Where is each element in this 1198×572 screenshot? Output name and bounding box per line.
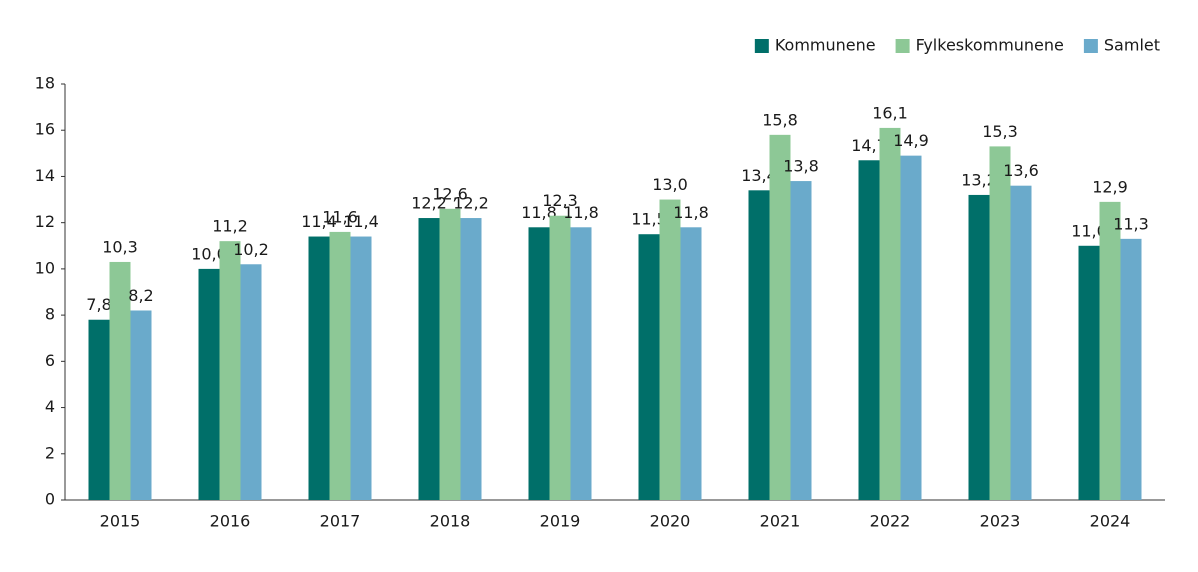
value-label: 13,0 [652,175,688,194]
bar [858,160,880,500]
bar [439,208,461,501]
value-label: 11,8 [521,203,557,222]
bar [769,134,791,500]
value-label: 11,8 [673,203,709,222]
value-label: 11,8 [563,203,599,222]
x-tick-label: 2019 [540,512,581,531]
legend-label: Kommunene [775,36,876,55]
bar [460,218,482,501]
y-tick-label: 2 [45,443,55,462]
bar [989,146,1011,500]
legend-label: Fylkeskommunene [916,36,1064,55]
y-tick-label: 8 [45,305,55,324]
legend-label: Samlet [1104,36,1160,55]
value-label: 13,2 [961,170,997,189]
value-label: 11,2 [212,217,248,236]
bar [528,227,550,501]
value-label: 12,6 [432,184,468,203]
value-label: 15,3 [982,122,1018,141]
bar [240,264,262,500]
bar [219,241,241,500]
value-label: 8,2 [128,286,153,305]
x-tick-label: 2015 [100,512,141,531]
bar [1099,201,1121,500]
bar [680,227,702,501]
bar [109,261,131,500]
y-tick-label: 10 [35,258,55,277]
bar [968,194,990,500]
y-tick-label: 18 [35,74,55,93]
bar [638,234,660,500]
bar [748,190,770,501]
bar [130,310,152,500]
value-label: 14,9 [893,131,929,150]
y-tick-label: 4 [45,397,55,416]
y-tick-label: 12 [35,212,55,231]
bar [308,236,330,501]
value-label: 11,0 [1071,221,1107,240]
value-label: 11,4 [301,212,337,231]
value-label: 12,9 [1092,177,1128,196]
value-label: 11,5 [631,210,667,229]
bar [659,199,681,501]
value-label: 11,6 [322,207,358,226]
value-label: 10,3 [102,237,138,256]
x-tick-label: 2022 [870,512,911,531]
legend-swatch [1083,39,1098,53]
bar [198,268,220,500]
bar [879,127,901,501]
value-label: 13,4 [741,166,777,185]
bar [350,236,372,501]
value-label: 10,2 [233,240,269,259]
value-label: 15,8 [762,110,798,129]
value-label: 14,7 [851,136,887,155]
x-tick-label: 2023 [980,512,1021,531]
bar [418,218,440,501]
value-label: 16,1 [872,103,908,122]
y-tick-label: 6 [45,351,55,370]
legend-swatch [754,39,769,53]
bar [88,319,110,500]
x-tick-label: 2021 [760,512,801,531]
value-label: 12,2 [411,194,447,213]
bar [549,215,571,500]
bar [1120,238,1142,500]
x-tick-label: 2024 [1090,512,1131,531]
y-tick-label: 16 [35,120,55,139]
legend-swatch [895,39,910,53]
value-label: 12,2 [453,194,489,213]
bar [570,227,592,501]
x-tick-label: 2017 [320,512,361,531]
bar [329,231,351,500]
value-label: 7,8 [86,295,111,314]
x-tick-label: 2020 [650,512,691,531]
x-tick-label: 2018 [430,512,471,531]
value-label: 13,6 [1003,161,1039,180]
x-tick-label: 2016 [210,512,251,531]
bar [900,155,922,500]
value-label: 12,3 [542,191,578,210]
value-label: 10,0 [191,244,227,263]
value-label: 13,8 [783,157,819,176]
bar [1010,185,1032,500]
value-label: 11,4 [343,212,379,231]
y-tick-label: 0 [45,490,55,509]
value-label: 11,3 [1113,214,1149,233]
y-tick-label: 14 [35,166,55,185]
bar [790,181,812,501]
bar [1078,245,1100,500]
